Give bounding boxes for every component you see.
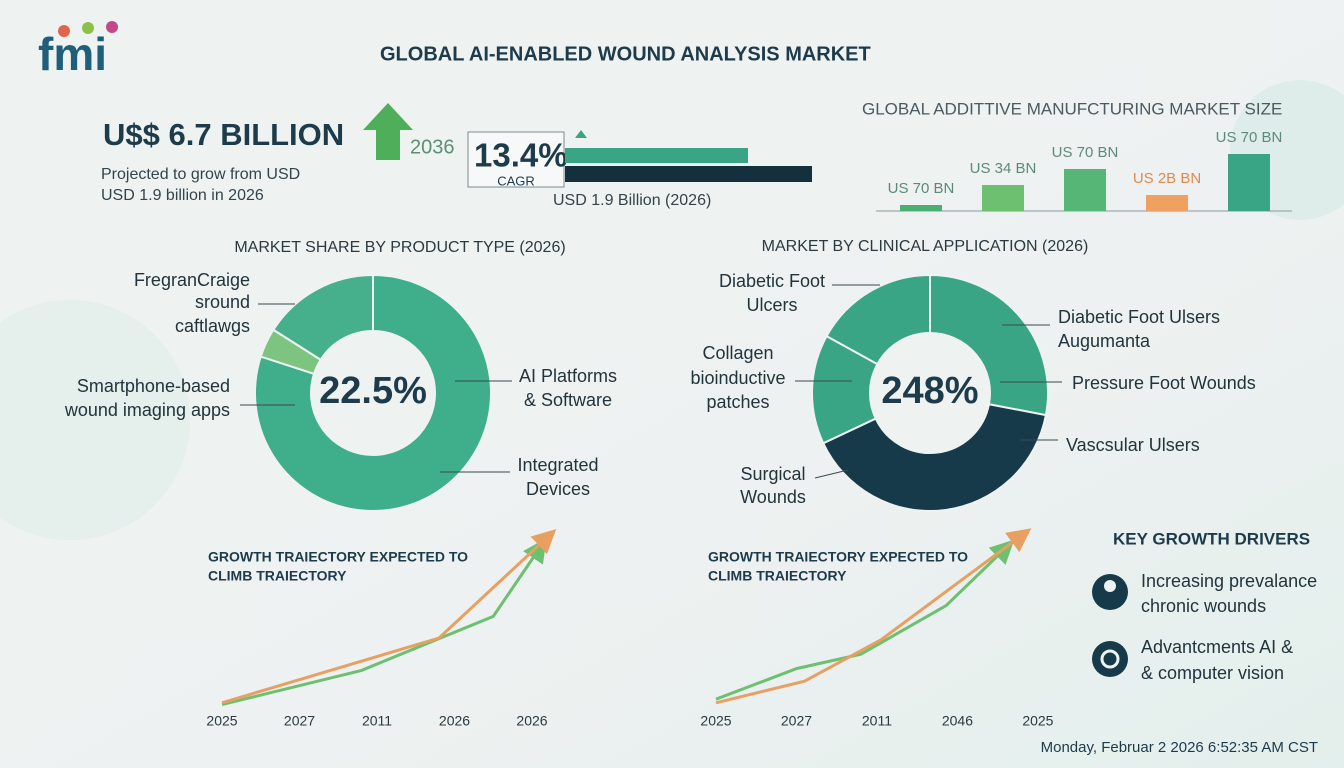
- donut-segment: [271, 273, 374, 362]
- cagr-value: 13.4%: [474, 137, 568, 174]
- x-tick-label: 2025: [1022, 713, 1053, 729]
- trend-line: [715, 539, 1015, 701]
- segment-label: Wounds: [740, 487, 806, 507]
- x-tick-label: 2025: [206, 713, 237, 729]
- segment-label: wound imaging apps: [64, 400, 230, 420]
- target-year: 2036: [410, 136, 455, 158]
- logo-dot: [82, 22, 94, 34]
- donut-hole: [312, 332, 434, 454]
- bar-label: US 2B BN: [1133, 170, 1201, 187]
- bar: [1228, 154, 1270, 211]
- center-label: 22.5%: [319, 370, 427, 412]
- donut-segment: [821, 403, 1048, 512]
- page-title: GLOBAL AI-ENABLED WOUND ANALYSIS MARKET: [380, 43, 871, 65]
- cagr-bar: [565, 166, 812, 182]
- segment-label: Pressure Foot Wounds: [1072, 373, 1256, 393]
- x-tick-label: 2025: [700, 713, 731, 729]
- cagr-box: [467, 131, 565, 188]
- chart-title: MARKET SHARE BY PRODUCT TYPE (2026): [234, 239, 565, 256]
- segment-label: AI Platforms: [519, 366, 617, 386]
- segment-label: FregranCraige: [134, 270, 250, 290]
- segment-label: Vascsular Ulsers: [1066, 435, 1200, 455]
- bar: [900, 205, 942, 211]
- bar-label: USD 1.9 Billion (2026): [553, 192, 711, 209]
- donut-hole: [871, 334, 989, 452]
- segment-label: Devices: [526, 479, 590, 499]
- cagr-label: CAGR: [497, 173, 535, 188]
- chart-title: GROWTH TRAIECTORY EXPECTED TO: [208, 549, 468, 565]
- note-line: USD 1.9 billion in 2026: [101, 187, 264, 204]
- segment-label: Smartphone-based: [77, 376, 230, 396]
- driver-text: chronic wounds: [1141, 596, 1266, 616]
- bar: [1064, 169, 1106, 211]
- chart-title: CLIMB TRAIECTORY: [208, 568, 347, 584]
- chart-title: GROWTH TRAIECTORY EXPECTED TO: [708, 549, 968, 565]
- segment-label: Surgical: [740, 464, 805, 484]
- chart-title: GLOBAL ADDITTIVE MANUFCTURING MARKET SIZ…: [862, 99, 1282, 118]
- x-tick-label: 2011: [862, 713, 892, 729]
- donut-segment: [254, 273, 492, 512]
- bar-label: US 70 BN: [888, 180, 955, 197]
- small-arrow: [575, 130, 587, 138]
- segment-label: caftlawgs: [175, 316, 250, 336]
- driver-icon: [1092, 641, 1128, 677]
- timestamp: Monday, Februar 2 2026 6:52:35 AM CST: [1041, 739, 1318, 756]
- segment-label: sround: [195, 292, 250, 312]
- trend-line: [221, 538, 547, 707]
- driver-text: & computer vision: [1141, 663, 1284, 683]
- note-line: Projected to grow from USD: [101, 166, 300, 183]
- donut-segment: [825, 273, 931, 366]
- logo-dot: [58, 25, 70, 37]
- segment-label: Diabetic Foot: [719, 271, 825, 291]
- x-tick-label: 2026: [439, 713, 470, 729]
- bar: [1146, 195, 1188, 211]
- center-label: 248%: [881, 370, 978, 412]
- segment-label: Collagen: [702, 343, 773, 363]
- trend-line: [715, 528, 1032, 705]
- x-tick-label: 2026: [516, 713, 547, 729]
- bar: [982, 185, 1024, 211]
- bar-label: US 70 BN: [1052, 144, 1119, 161]
- bar-label: US 70 BN: [1216, 129, 1283, 146]
- trend-line: [221, 529, 557, 705]
- cagr-bar: [565, 148, 748, 163]
- segment-label: Ulcers: [746, 295, 797, 315]
- driver-text: Increasing prevalance: [1141, 571, 1317, 591]
- market-value: U$$ 6.7 BILLION: [103, 117, 344, 152]
- segment-label: Integrated: [517, 455, 598, 475]
- chart-title: MARKET BY CLINICAL APPLICATION (2026): [762, 238, 1089, 255]
- driver-text: Advantcments AI &: [1141, 637, 1293, 657]
- segment-label: Augumanta: [1058, 331, 1151, 351]
- x-tick-label: 2011: [362, 713, 392, 729]
- drivers-title: KEY GROWTH DRIVERS: [1113, 529, 1310, 548]
- segment-label: patches: [706, 392, 769, 412]
- logo-dot: [106, 21, 118, 33]
- driver-icon: [1104, 580, 1116, 592]
- x-tick-label: 2046: [942, 713, 973, 729]
- decor: [0, 300, 190, 540]
- driver-icon: [1100, 649, 1120, 669]
- donut-segment: [929, 273, 1049, 417]
- bar-label: US 34 BN: [970, 160, 1037, 177]
- x-tick-label: 2027: [781, 713, 812, 729]
- segment-label: bioinductive: [690, 368, 785, 388]
- up-arrow: [363, 103, 413, 160]
- segment-label: & Software: [524, 390, 612, 410]
- x-tick-label: 2027: [284, 713, 315, 729]
- segment-label: Diabetic Foot Ulsers: [1058, 307, 1220, 327]
- logo: fmi: [38, 28, 107, 80]
- leader-line: [814, 469, 849, 479]
- chart-title: CLIMB TRAIECTORY: [708, 568, 847, 584]
